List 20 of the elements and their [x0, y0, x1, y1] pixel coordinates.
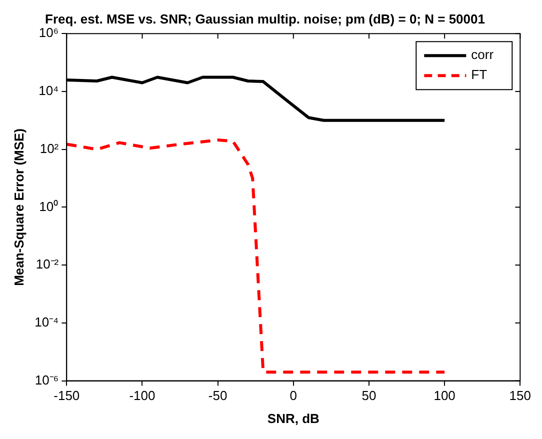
- x-tick-label: 100: [434, 388, 456, 404]
- y-tick-label: 10⁴: [38, 83, 59, 98]
- x-tick-label: 50: [362, 388, 376, 404]
- line-series: [66, 138, 446, 374]
- y-tick-label: 10⁻⁶: [34, 372, 59, 388]
- y-axis-title: Mean-Square Error (MSE): [11, 128, 26, 286]
- x-tick-label: 150: [509, 388, 532, 404]
- y-tick-label: 10⁶: [38, 25, 59, 40]
- y-tick-label: 10⁰: [39, 198, 59, 214]
- x-axis-title: SNR, dB: [267, 410, 320, 426]
- y-tick-label: 10²: [40, 140, 60, 156]
- legend-label: FT: [471, 67, 488, 82]
- y-tick-label: 10⁻²: [36, 256, 60, 272]
- y-tick-label: 10⁻⁴: [34, 314, 59, 330]
- legend-label: corr: [471, 47, 494, 62]
- x-tick-label: -50: [208, 388, 228, 404]
- chart-title: Freq. est. MSE vs. SNR; Gaussian multip. noise; pm (dB) = 0; N = 50001: [45, 11, 485, 26]
- x-tick-label: -150: [54, 388, 80, 404]
- x-tick-label: 0: [290, 388, 298, 404]
- x-tick-label: -100: [129, 388, 156, 404]
